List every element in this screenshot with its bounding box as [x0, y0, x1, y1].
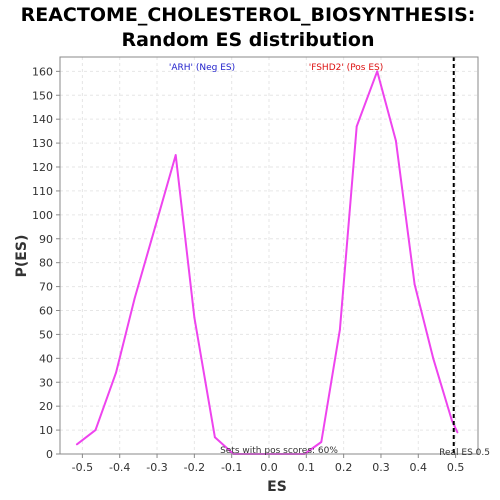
y-tick-label: 10 — [39, 424, 53, 437]
x-tick-label: -0.3 — [146, 461, 167, 474]
series-point — [355, 125, 358, 128]
x-tick-label: -0.1 — [221, 461, 242, 474]
real-es-annotation: Real ES 0.5 — [439, 448, 490, 458]
series-point — [75, 443, 78, 446]
series-point — [213, 436, 216, 439]
series-point — [456, 431, 459, 434]
x-axis: -0.5 -0.4 -0.3 -0.2 -0.1 0.0 0.1 0.2 0.3 0.4 0.5 — [72, 454, 465, 474]
series-point — [94, 429, 97, 431]
series-point — [133, 297, 136, 300]
series-point — [339, 328, 341, 331]
series-point — [154, 225, 157, 228]
y-tick-label: 80 — [39, 257, 53, 270]
series-point — [394, 139, 397, 142]
series-point — [376, 70, 379, 73]
x-tick-label: 0.2 — [335, 461, 353, 474]
series-point — [174, 154, 177, 156]
pos-es-annotation: 'FSHD2' (Pos ES) — [309, 63, 384, 73]
series-point — [115, 371, 117, 374]
series-point — [450, 419, 453, 422]
x-tick-label: 0.3 — [372, 461, 390, 474]
x-tick-label: 0.0 — [260, 461, 278, 474]
series-point — [432, 357, 435, 360]
series-point — [193, 316, 196, 319]
y-tick-label: 90 — [39, 233, 53, 246]
grid — [60, 57, 478, 455]
y-tick-label: 120 — [32, 161, 53, 174]
x-tick-label: 0.5 — [447, 461, 465, 474]
y-tick-label: 130 — [32, 137, 53, 150]
y-tick-label: 140 — [32, 113, 53, 126]
x-tick-label: -0.4 — [109, 461, 130, 474]
neg-es-annotation: 'ARH' (Neg ES) — [169, 63, 235, 73]
x-tick-label: 0.1 — [298, 461, 316, 474]
x-tick-label: -0.5 — [72, 461, 93, 474]
y-tick-label: 100 — [32, 209, 53, 222]
y-tick-label: 40 — [39, 352, 53, 365]
y-tick-label: 60 — [39, 305, 53, 318]
x-axis-label: ES — [267, 479, 287, 495]
y-tick-label: 20 — [39, 400, 53, 413]
x-tick-label: 0.4 — [410, 461, 428, 474]
y-tick-label: 30 — [39, 376, 53, 389]
x-tick-label: -0.2 — [184, 461, 205, 474]
series-point — [413, 283, 416, 286]
pos-scores-annotation: Sets with pos scores: 60% — [220, 446, 338, 456]
y-tick-label: 110 — [32, 185, 53, 198]
y-axis: 0 10 20 30 40 50 60 70 80 90 100 110 120 130 140 150 160 — [32, 65, 60, 461]
y-tick-label: 70 — [39, 281, 53, 294]
y-tick-label: 160 — [32, 65, 53, 78]
series-point — [320, 441, 323, 443]
y-tick-label: 50 — [39, 328, 53, 341]
chart-title-line2: Random ES distribution — [121, 29, 374, 51]
chart-title-line1: REACTOME_CHOLESTEROL_BIOSYNTHESIS: — [21, 4, 476, 26]
plot-area — [59, 56, 479, 455]
y-tick-label: 150 — [32, 89, 53, 102]
y-axis-label: P(ES) — [14, 235, 30, 278]
y-tick-label: 0 — [46, 448, 53, 461]
